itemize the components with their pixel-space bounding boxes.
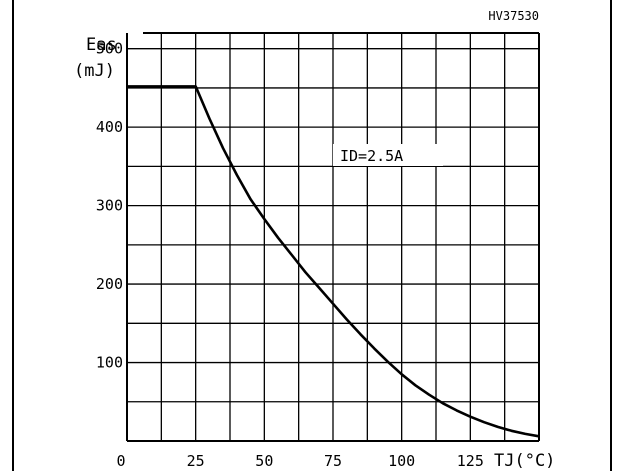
y-tick-label: 200 xyxy=(96,275,123,293)
curve-layer xyxy=(127,85,540,438)
y-tick-label: 500 xyxy=(96,40,123,58)
x-tick-label: 25 xyxy=(187,452,205,470)
y-tick-label: 400 xyxy=(96,118,123,136)
x-tick-label: 125 xyxy=(457,452,484,470)
x-tick-label: 50 xyxy=(255,452,273,470)
eas-curve xyxy=(127,85,540,438)
y-axis-label-line1: Eas xyxy=(86,35,117,55)
x-axis-label: TJ(°C) xyxy=(494,451,555,471)
figure-code: HV37530 xyxy=(488,9,539,23)
y-tick-labels: 100 200 300 400 500 xyxy=(96,40,123,372)
grid xyxy=(127,33,539,441)
x-tick-label: 0 xyxy=(116,452,125,470)
x-tick-label: 100 xyxy=(388,452,415,470)
y-tick-label: 300 xyxy=(96,197,123,215)
x-tick-labels: 0 25 50 75 100 125 xyxy=(116,452,483,470)
y-tick-label: 100 xyxy=(96,354,123,372)
y-axis-label-line2: (mJ) xyxy=(74,61,115,81)
annotation-label: ID=2.5A xyxy=(340,147,403,165)
axes xyxy=(126,32,540,442)
annotation-background xyxy=(333,144,443,166)
id-annotation: ID=2.5A xyxy=(333,144,443,166)
x-tick-label: 75 xyxy=(324,452,342,470)
